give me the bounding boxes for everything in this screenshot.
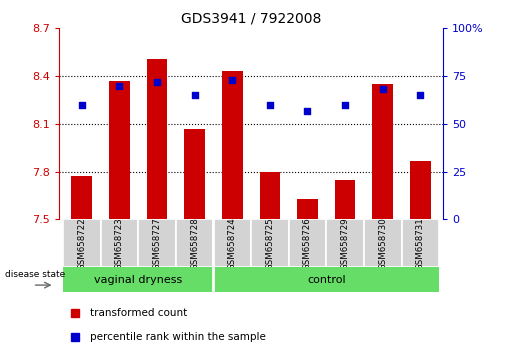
Point — [266, 102, 274, 108]
Bar — [213, 219, 251, 267]
Title: GDS3941 / 7922008: GDS3941 / 7922008 — [181, 12, 321, 26]
Point — [78, 102, 86, 108]
Bar — [63, 267, 213, 292]
Bar — [213, 267, 439, 292]
Bar — [297, 199, 318, 219]
Bar — [100, 219, 138, 267]
Point — [191, 92, 199, 98]
Point — [153, 79, 161, 85]
Bar — [109, 81, 130, 219]
Bar — [176, 219, 213, 267]
Bar — [251, 219, 289, 267]
Text: GSM658725: GSM658725 — [265, 217, 274, 270]
Bar — [327, 219, 364, 267]
Bar — [372, 84, 393, 219]
Point — [303, 108, 312, 113]
Bar — [63, 219, 100, 267]
Text: percentile rank within the sample: percentile rank within the sample — [90, 332, 266, 342]
Text: GSM658723: GSM658723 — [115, 217, 124, 270]
Bar — [410, 160, 431, 219]
Text: GSM658730: GSM658730 — [378, 217, 387, 270]
Text: GSM658728: GSM658728 — [190, 217, 199, 270]
Text: GSM658731: GSM658731 — [416, 217, 425, 270]
Text: transformed count: transformed count — [90, 308, 187, 318]
Bar — [289, 219, 327, 267]
Text: vaginal dryness: vaginal dryness — [94, 275, 182, 285]
Point — [379, 87, 387, 92]
Point — [228, 77, 236, 83]
Bar — [222, 71, 243, 219]
Text: GSM658729: GSM658729 — [340, 217, 350, 270]
Bar — [138, 219, 176, 267]
Text: GSM658726: GSM658726 — [303, 217, 312, 270]
Text: GSM658722: GSM658722 — [77, 217, 87, 270]
Bar — [147, 58, 167, 219]
Text: control: control — [307, 275, 346, 285]
Bar — [364, 219, 402, 267]
Point — [115, 83, 124, 88]
Text: GSM658724: GSM658724 — [228, 217, 237, 270]
Point — [416, 92, 424, 98]
Bar — [260, 172, 280, 219]
Bar — [335, 180, 355, 219]
Bar — [402, 219, 439, 267]
Text: GSM658727: GSM658727 — [152, 217, 162, 270]
Point — [341, 102, 349, 108]
Text: disease state: disease state — [5, 270, 65, 279]
Bar — [72, 177, 92, 219]
Bar — [184, 129, 205, 219]
